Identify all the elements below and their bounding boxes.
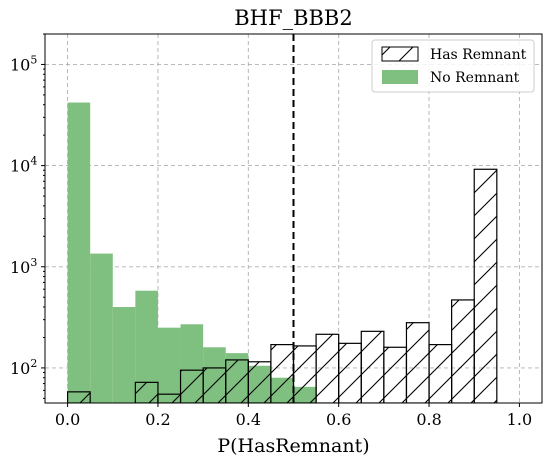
has-remnant-bar (157, 393, 182, 403)
has-remnant-bars (66, 168, 498, 403)
y-axis: 102 103 104 105 (10, 33, 45, 399)
chart-title: BHF_BBB2 (234, 6, 352, 30)
y-tick-label: 105 (10, 53, 37, 74)
has-remnant-bar (338, 342, 362, 403)
has-remnant-bar (247, 361, 272, 403)
no-remnant-bar (157, 327, 181, 403)
has-remnant-bar (405, 322, 430, 403)
has-remnant-bar (428, 344, 453, 403)
has-remnant-bar (66, 391, 91, 403)
has-remnant-bar (315, 333, 340, 403)
legend: Has Remnant No Remnant (371, 39, 535, 93)
has-remnant-bar (451, 299, 475, 403)
x-tick-label: 0.4 (236, 410, 261, 429)
has-remnant-bar (134, 381, 159, 403)
has-remnant-bar (360, 330, 385, 403)
x-tick-label: 1.0 (507, 410, 532, 429)
has-remnant-bar (292, 345, 317, 403)
y-tick-label: 103 (10, 256, 37, 277)
x-axis-title: P(HasRemnant) (217, 435, 369, 457)
legend-swatch-has-remnant (381, 46, 419, 62)
x-axis: 0.0 0.2 0.4 0.6 0.8 1.0 (55, 403, 532, 429)
has-remnant-bar (270, 344, 295, 403)
has-remnant-bar (202, 367, 227, 403)
no-remnant-bar (90, 253, 113, 403)
has-remnant-bar (473, 168, 498, 403)
has-remnant-bar (383, 346, 408, 403)
y-tick-label: 104 (10, 155, 37, 176)
x-tick-label: 0.2 (145, 410, 170, 429)
y-tick-label: 102 (10, 357, 37, 378)
legend-label-has-remnant: Has Remnant (430, 47, 527, 63)
x-tick-label: 0.8 (416, 410, 441, 429)
no-remnant-bar (67, 102, 91, 403)
legend-swatch-no-remnant (382, 70, 418, 84)
has-remnant-bar (225, 359, 249, 403)
x-tick-label: 0.6 (326, 410, 351, 429)
no-remnant-bar (135, 290, 158, 403)
legend-label-no-remnant: No Remnant (430, 70, 520, 86)
has-remnant-bar (179, 369, 204, 403)
no-remnant-bar (112, 307, 136, 403)
x-tick-label: 0.0 (55, 410, 80, 429)
